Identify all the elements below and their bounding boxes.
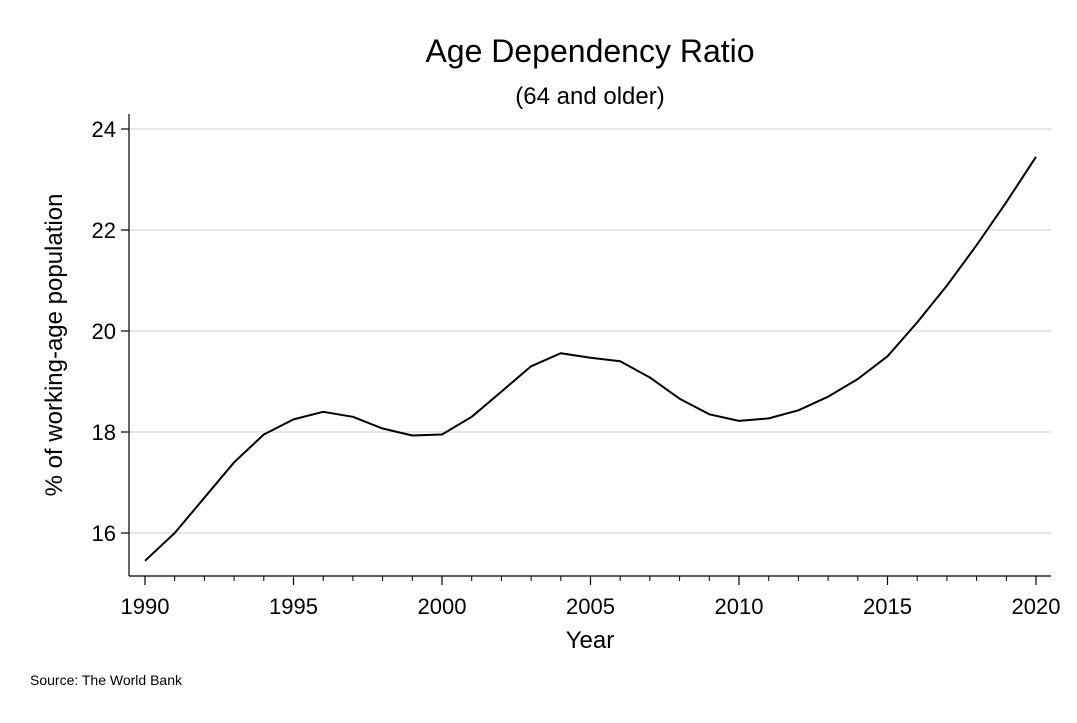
axes: 16 18 20 22 24 1990 1995 2000 2005 2010 2015 2020 bbox=[92, 114, 1061, 619]
x-tick-label-2000: 2000 bbox=[418, 594, 467, 619]
y-axis-title: % of working-age population bbox=[41, 194, 68, 497]
x-tick-label-1990: 1990 bbox=[121, 594, 170, 619]
x-tick-label-1995: 1995 bbox=[269, 594, 318, 619]
y-tick-label-24: 24 bbox=[92, 117, 116, 142]
x-axis-title: Year bbox=[566, 627, 615, 654]
x-tick-label-2010: 2010 bbox=[715, 594, 764, 619]
y-tick-label-22: 22 bbox=[92, 218, 116, 243]
series-layer bbox=[144, 156, 1037, 562]
gridlines bbox=[129, 128, 1051, 534]
chart-title: Age Dependency Ratio bbox=[425, 33, 754, 69]
y-tick-label-20: 20 bbox=[92, 319, 116, 344]
chart-subtitle: (64 and older) bbox=[515, 83, 664, 110]
source-note: Source: The World Bank bbox=[30, 672, 183, 688]
y-tick-label-16: 16 bbox=[92, 521, 116, 546]
x-tick-label-2015: 2015 bbox=[863, 594, 912, 619]
series-line-0 bbox=[144, 156, 1037, 562]
y-tick-label-18: 18 bbox=[92, 420, 116, 445]
x-tick-label-2005: 2005 bbox=[566, 594, 615, 619]
x-tick-label-2020: 2020 bbox=[1012, 594, 1061, 619]
